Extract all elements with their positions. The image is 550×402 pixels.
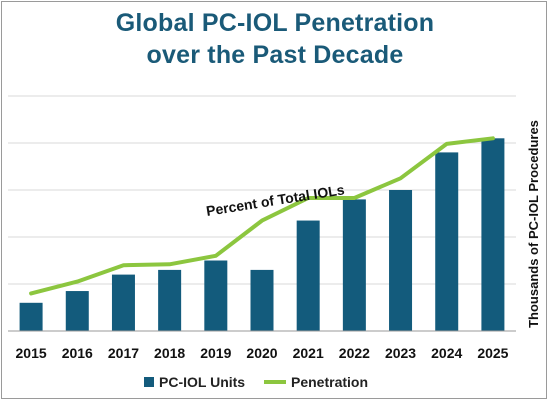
bar-2025 (481, 138, 505, 331)
bar-2017 (111, 274, 135, 331)
chart-title-line-2: over the Past Decade (146, 41, 404, 69)
bar-2023 (389, 190, 413, 331)
x-tick-label: 2021 (293, 345, 324, 361)
x-tick-label: 2018 (154, 345, 185, 361)
x-tick-label: 2016 (62, 345, 93, 361)
bar-2024 (435, 152, 459, 331)
legend-penetration-label: Penetration (291, 374, 369, 390)
x-axis-ticks: 2015 2016 2017 2018 2019 2020 2021 2022 2023 2024… (16, 345, 509, 361)
legend-penetration: Penetration (264, 374, 368, 390)
gridlines (8, 95, 516, 285)
bar-2019 (204, 260, 228, 331)
bar-2015 (19, 302, 43, 331)
bar-2022 (342, 199, 366, 331)
chart-title-line-1: Global PC-IOL Penetration (115, 9, 435, 37)
legend-units: PC-IOL Units (144, 374, 245, 390)
legend-units-label: PC-IOL Units (159, 374, 246, 390)
legend-penetration-swatch (264, 380, 286, 384)
x-tick-label: 2022 (339, 345, 370, 361)
x-tick-label: 2023 (385, 345, 416, 361)
bar-series (19, 138, 505, 331)
y-axis-label: Thousands of PC-IOL Procedures (526, 120, 541, 328)
bar-2021 (296, 220, 320, 331)
bar-2018 (158, 269, 182, 331)
bar-2016 (65, 291, 89, 331)
x-tick-label: 2025 (477, 345, 508, 361)
x-tick-label: 2024 (431, 345, 462, 361)
legend-units-swatch (144, 377, 154, 387)
x-tick-label: 2017 (108, 345, 139, 361)
x-tick-label: 2020 (246, 345, 277, 361)
bar-2020 (250, 269, 274, 331)
x-tick-label: 2019 (200, 345, 231, 361)
penetration-line (29, 136, 495, 296)
x-tick-label: 2015 (16, 345, 47, 361)
